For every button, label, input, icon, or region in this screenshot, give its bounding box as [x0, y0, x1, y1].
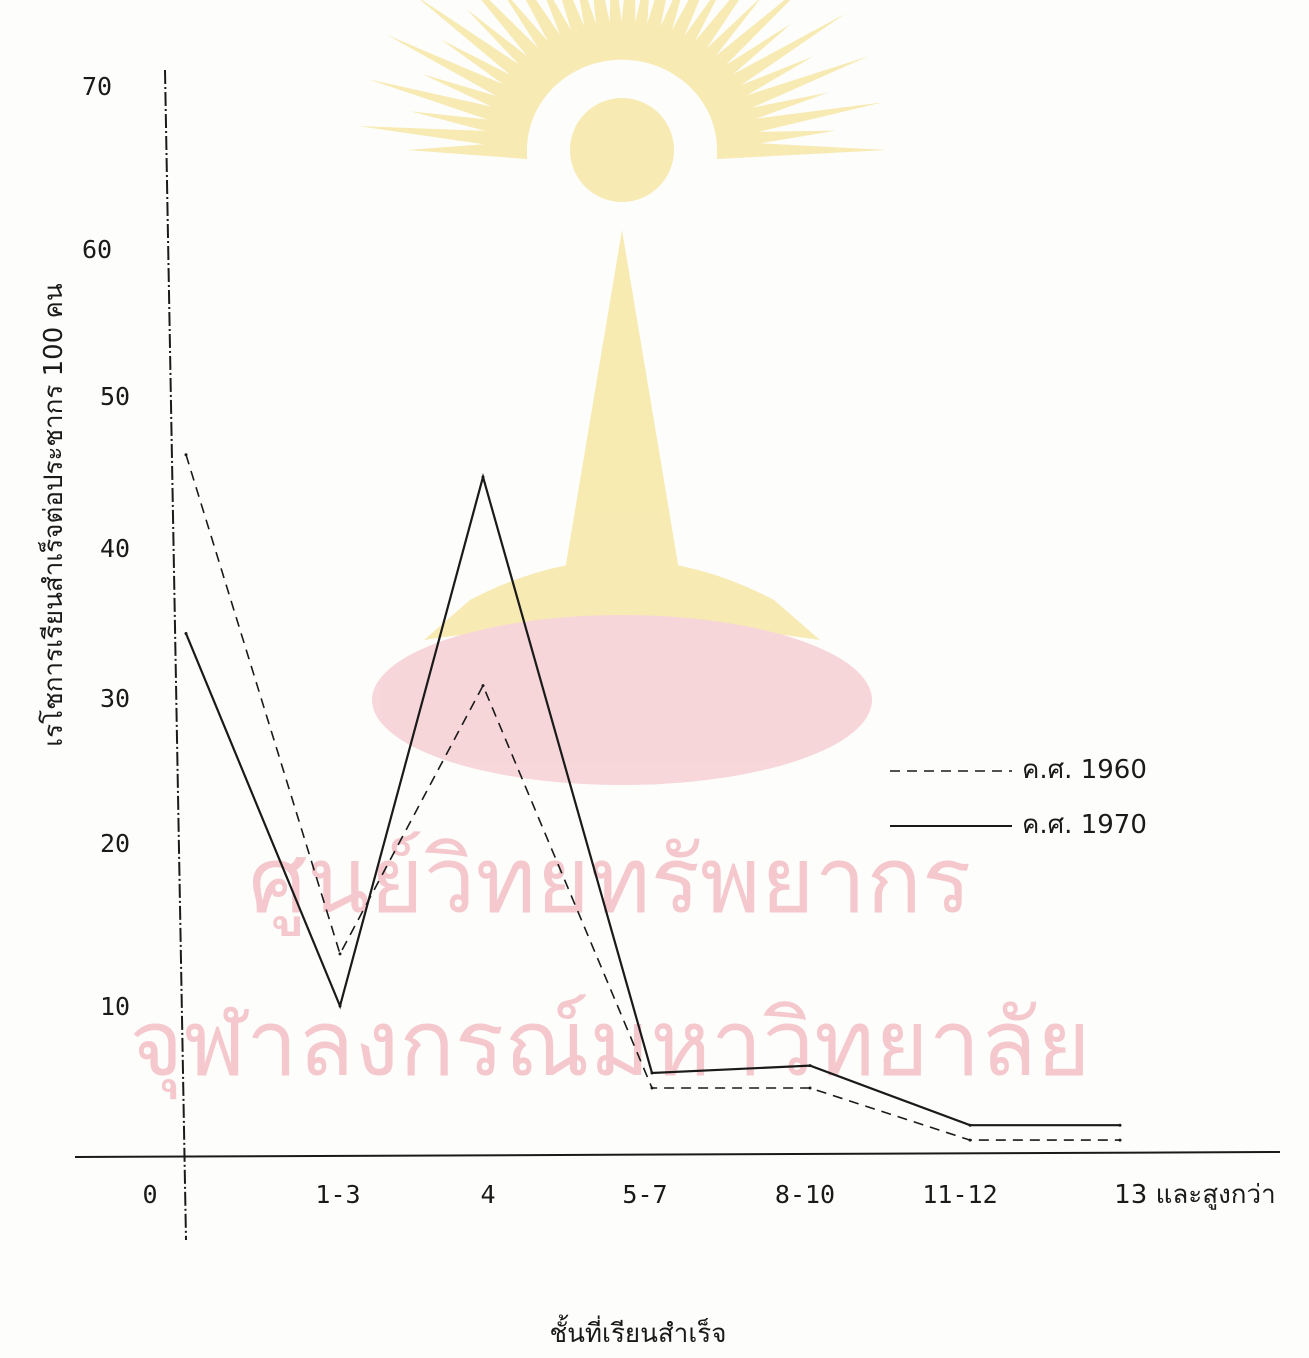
seal-ray-shape	[691, 23, 792, 102]
data-point	[968, 1138, 972, 1142]
seal-ray-shape	[635, 0, 666, 65]
x-tick-label: 0	[142, 1180, 157, 1209]
seal-ray-shape	[466, 9, 560, 95]
seal-ray-shape	[507, 0, 575, 82]
x-axis-title: ชั้นที่เรียนสำเร็จ	[550, 1314, 727, 1349]
seal-ray-shape	[422, 74, 538, 125]
y-axis	[164, 69, 187, 1241]
seal-ray-shape	[697, 13, 845, 109]
x-tick-labels: 0 1-3 4 5-7 8-10 11-12 13 และสูงกว่า	[142, 1180, 1275, 1210]
series-layer	[184, 453, 1122, 1142]
y-tick-labels: 70 60 50 40 30 20 10	[82, 72, 130, 1021]
seal-ray-shape	[358, 126, 529, 151]
seal-ray-shape	[717, 141, 887, 159]
university-seal-watermark	[358, 0, 887, 785]
x-tick-label: 4	[480, 1180, 495, 1209]
watermark-line-1: ศูนย์วิทยทรัพยากร	[249, 827, 972, 936]
seal-base-shape	[372, 615, 872, 785]
legend: ค.ศ. 1960 ค.ศ. 1970	[890, 755, 1147, 840]
seal-spire-shape	[560, 230, 684, 600]
y-tick-20: 20	[100, 829, 130, 858]
data-point	[1118, 1123, 1122, 1127]
x-tick-label: 1-3	[315, 1180, 360, 1209]
seal-halo-shape	[570, 98, 674, 202]
y-tick-10: 10	[100, 992, 130, 1021]
data-point	[808, 1086, 812, 1090]
seal-ray-shape	[441, 39, 547, 109]
seal-ray-shape	[481, 0, 567, 88]
data-point	[184, 453, 188, 457]
watermark-text: ศูนย์วิทยทรัพยากร จุฬาลงกรณ์มหาวิทยาลัย	[129, 827, 1090, 1100]
data-point	[338, 1004, 342, 1008]
seal-ray-shape	[706, 56, 869, 125]
seal-ray-shape	[684, 0, 791, 95]
seal-ray-shape	[661, 0, 716, 77]
y-axis-title: เรโชการเรียนสำเร็จต่อประชากร 100 คน	[37, 283, 69, 747]
data-point	[184, 632, 188, 635]
data-point	[650, 1071, 654, 1075]
x-tick-label: 8-10	[775, 1180, 835, 1209]
legend-label-1: ค.ศ. 1960	[1022, 755, 1147, 785]
x-tick-label: 5-7	[622, 1180, 667, 1209]
seal-ray-shape	[653, 0, 700, 72]
data-point	[338, 952, 342, 956]
data-point	[650, 1086, 654, 1090]
seal-ray-shape	[367, 79, 534, 134]
watermark-line-2: จุฬาลงกรณ์มหาวิทยาลัย	[129, 990, 1090, 1100]
y-tick-60: 60	[82, 235, 112, 264]
data-point	[481, 684, 485, 688]
seal-ray-shape	[386, 34, 542, 117]
seal-ray-shape	[525, 0, 583, 77]
y-tick-70: 70	[82, 72, 112, 101]
y-tick-40: 40	[100, 534, 130, 563]
seal-ray-shape	[410, 111, 531, 142]
legend-label-2: ค.ศ. 1970	[1022, 810, 1147, 840]
seal-ray-shape	[677, 0, 760, 88]
data-point	[808, 1064, 812, 1068]
data-point	[1118, 1138, 1122, 1142]
data-point	[968, 1123, 972, 1127]
seal-ray-shape	[644, 0, 681, 68]
x-tick-label: 13 และสูงกว่า	[1114, 1180, 1276, 1210]
x-axis	[74, 1151, 1281, 1158]
y-tick-30: 30	[100, 684, 130, 713]
y-tick-50: 50	[100, 382, 130, 411]
data-point	[481, 475, 485, 479]
seal-ray-shape	[420, 0, 553, 102]
seal-ray-shape	[669, 0, 739, 82]
x-tick-label: 11-12	[922, 1180, 997, 1209]
